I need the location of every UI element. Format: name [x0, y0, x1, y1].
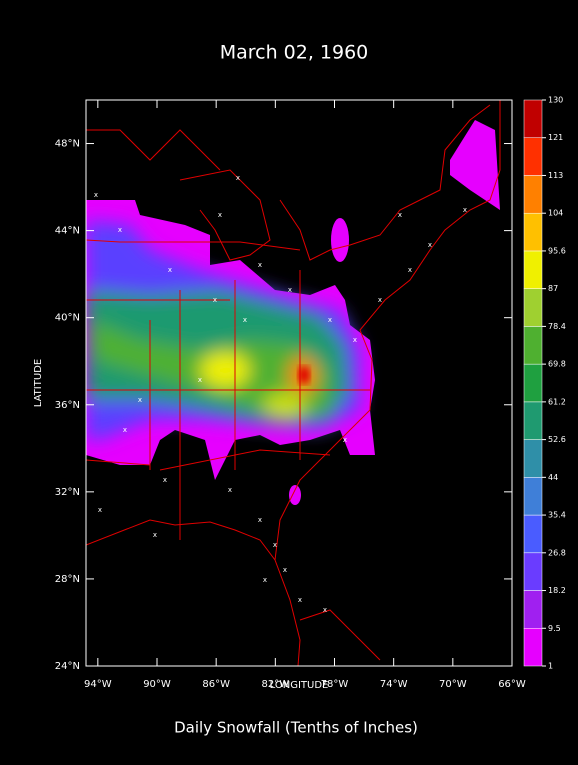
svg-text:x: x [98, 506, 102, 514]
svg-text:x: x [428, 241, 432, 249]
x-tick-label: 66°W [498, 679, 526, 690]
svg-text:x: x [378, 296, 382, 304]
y-tick-label: 24°N [55, 661, 80, 672]
caption: Daily Snowfall (Tenths of Inches) [174, 719, 418, 737]
colorbar-box [523, 363, 543, 403]
svg-text:x: x [163, 476, 167, 484]
colorbar-label: 130 [548, 96, 563, 105]
svg-text:x: x [243, 316, 247, 324]
x-tick-label: 86°W [202, 679, 230, 690]
colorbar-label: 104 [548, 209, 563, 218]
svg-text:x: x [353, 336, 357, 344]
svg-text:x: x [283, 566, 287, 574]
snowfall-field [86, 100, 501, 666]
x-axis-label: LONGITUDE [270, 680, 329, 691]
colorbar-box [523, 590, 543, 629]
svg-text:x: x [258, 516, 262, 524]
y-tick-label: 28°N [55, 574, 80, 585]
title: March 02, 1960 [220, 42, 369, 64]
colorbar-box [523, 212, 543, 252]
x-tick-label: 78°W [321, 679, 349, 690]
svg-text:x: x [236, 174, 240, 182]
colorbar-box [523, 401, 543, 440]
colorbar-box [523, 326, 543, 365]
colorbar-label: 44 [548, 473, 558, 482]
svg-text:x: x [323, 606, 327, 614]
colorbar-box [523, 477, 543, 516]
svg-text:x: x [343, 436, 347, 444]
svg-text:x: x [298, 596, 302, 604]
y-axis-label: LATITUDE [33, 359, 44, 407]
colorbar-box [523, 628, 543, 667]
colorbar-box [523, 439, 543, 478]
svg-text:x: x [408, 266, 412, 274]
svg-text:x: x [168, 266, 172, 274]
x-tick-label: 94°W [84, 679, 112, 690]
colorbar-label: 78.4 [548, 322, 566, 331]
colorbar-label: 52.6 [548, 435, 566, 444]
svg-text:x: x [138, 396, 142, 404]
svg-text:x: x [263, 576, 267, 584]
colorbar-label: 26.8 [548, 548, 566, 557]
svg-text:x: x [288, 286, 292, 294]
colorbar-label: 35.4 [548, 511, 566, 520]
colorbar-label: 95.6 [548, 246, 566, 255]
colorbar-box [523, 250, 543, 289]
plot-frame [85, 99, 513, 667]
svg-text:x: x [198, 376, 202, 384]
y-tick-label: 40°N [55, 313, 80, 324]
colorbar-box [523, 175, 543, 214]
svg-text:x: x [213, 296, 217, 304]
colorbar-label: 1 [548, 662, 553, 671]
colorbar-label: 61.2 [548, 397, 566, 406]
colorbar-box [523, 99, 543, 138]
colorbar-label: 69.8 [548, 360, 566, 369]
svg-text:x: x [153, 531, 157, 539]
colorbar-box [523, 137, 543, 176]
y-tick-label: 36°N [55, 400, 80, 411]
svg-text:x: x [328, 316, 332, 324]
x-tick-label: 90°W [143, 679, 171, 690]
svg-text:x: x [463, 206, 467, 214]
colorbar-box [523, 288, 543, 327]
station-markers: x x x x x x x x x x x x x x x x x x x x x x x x x x x x x x [94, 174, 467, 614]
svg-text:x: x [94, 191, 98, 199]
colorbar-label: 113 [548, 171, 563, 180]
svg-text:x: x [228, 486, 232, 494]
boundaries [86, 100, 501, 666]
y-tick-label: 48°N [55, 139, 80, 150]
svg-text:x: x [258, 261, 262, 269]
colorbar-box [523, 514, 543, 554]
x-tick-label: 74°W [380, 679, 408, 690]
svg-text:x: x [118, 226, 122, 234]
x-tick-label: 70°W [439, 679, 467, 690]
colorbar-label: 121 [548, 133, 563, 142]
colorbar-box [523, 552, 543, 591]
y-tick-label: 32°N [55, 487, 80, 498]
svg-text:x: x [273, 541, 277, 549]
colorbar-label: 18.2 [548, 586, 566, 595]
y-tick-label: 44°N [55, 226, 80, 237]
svg-text:x: x [123, 426, 127, 434]
x-tick-label: 82°W [262, 679, 290, 690]
svg-text:x: x [398, 211, 402, 219]
colorbar-label: 9.5 [548, 624, 561, 633]
colorbar-label: 87 [548, 284, 558, 293]
svg-text:x: x [218, 211, 222, 219]
